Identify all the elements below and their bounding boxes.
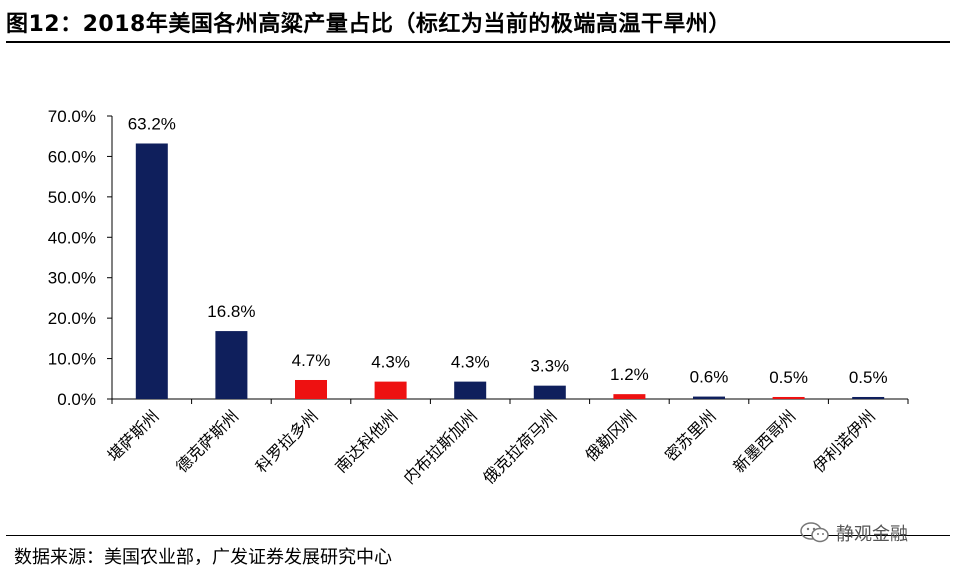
y-tick-label: 20.0% xyxy=(48,309,96,328)
data-label: 63.2% xyxy=(128,114,176,133)
title-divider xyxy=(6,41,950,43)
bar xyxy=(295,379,327,399)
data-label: 4.7% xyxy=(292,351,331,370)
bar xyxy=(135,143,168,399)
chart-title: 图12：2018年美国各州高粱产量占比（标红为当前的极端高温干旱州） xyxy=(6,12,731,37)
y-tick-label: 30.0% xyxy=(48,269,96,288)
x-tick-label: 内布拉斯加州 xyxy=(400,406,481,487)
bar xyxy=(454,381,487,399)
x-tick-label: 新墨西哥州 xyxy=(729,406,799,476)
bar xyxy=(852,396,885,399)
x-tick-label: 南达科他州 xyxy=(331,406,401,476)
y-tick-label: 0.0% xyxy=(57,390,96,409)
x-tick-label: 科罗拉多州 xyxy=(252,406,322,476)
x-tick-label: 密苏里州 xyxy=(661,406,720,465)
x-tick-label: 俄克拉荷马州 xyxy=(479,406,560,487)
data-label: 16.8% xyxy=(207,302,255,321)
data-label: 4.3% xyxy=(371,353,410,372)
data-label: 0.5% xyxy=(769,368,808,387)
watermark: 静观金融 xyxy=(800,520,908,546)
data-label: 0.6% xyxy=(690,368,729,387)
bar xyxy=(772,396,805,399)
data-label: 0.5% xyxy=(849,368,888,387)
x-tick-label: 俄勒冈州 xyxy=(582,406,641,465)
wechat-icon xyxy=(800,522,829,543)
y-tick-label: 70.0% xyxy=(48,107,96,126)
y-tick-label: 60.0% xyxy=(48,147,96,166)
y-tick-label: 10.0% xyxy=(48,350,96,369)
x-tick-label: 堪萨斯州 xyxy=(104,406,163,465)
y-tick-label: 40.0% xyxy=(48,228,96,247)
source-note: 数据来源：美国农业部，广发证券发展研究中心 xyxy=(14,547,392,568)
bar xyxy=(374,381,407,399)
y-tick-label: 50.0% xyxy=(48,188,96,207)
bar xyxy=(215,331,248,399)
watermark-text: 静观金融 xyxy=(836,524,908,545)
footer-divider xyxy=(6,535,950,536)
data-label: 1.2% xyxy=(610,365,649,384)
x-tick-label: 德克萨斯州 xyxy=(172,406,242,476)
x-tick-label: 伊利诺伊州 xyxy=(809,406,879,476)
bar xyxy=(533,385,566,399)
data-label: 3.3% xyxy=(530,357,569,376)
data-label: 4.3% xyxy=(451,353,490,372)
bar xyxy=(613,394,646,399)
bar xyxy=(693,396,725,399)
